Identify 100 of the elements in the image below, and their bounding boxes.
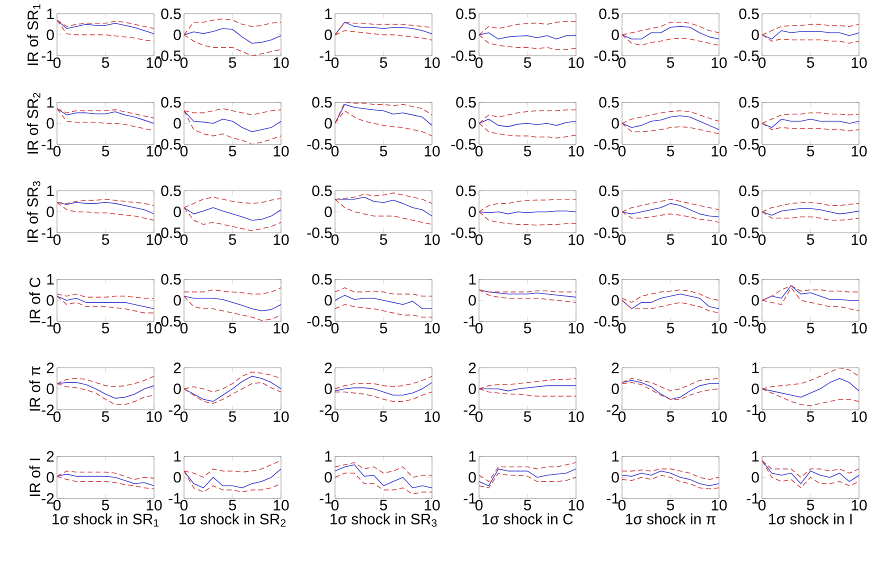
y-tick-label: 0 (324, 30, 332, 40)
x-tick-label: 5 (102, 146, 110, 156)
y-tick-label: 0.5 (739, 8, 759, 20)
y-tick-label: -2 (606, 404, 619, 416)
x-tick-label: 5 (806, 322, 814, 334)
y-tick-label: -1 (464, 493, 476, 504)
y-tick-label: -0.5 (451, 50, 476, 62)
y-axis-title: IR of SR$_{1}$ (27, 4, 40, 66)
y-tick-label: 2 (324, 362, 332, 374)
x-tick-label: 10 (852, 322, 867, 334)
y-tick-label: 0 (612, 30, 619, 40)
y-tick-label: 0.5 (599, 186, 619, 196)
line-series (479, 32, 576, 40)
x-tick-label: 5 (524, 146, 532, 156)
y-tick-label: 0 (324, 206, 332, 218)
y-tick-label: 1 (469, 451, 476, 462)
y-tick-label: 0 (174, 118, 181, 129)
y-tick-label: 1 (174, 451, 181, 462)
y-tick-label: 0.5 (739, 97, 759, 108)
x-tick-label: 5 (666, 322, 674, 334)
y-tick-label: 0 (46, 295, 54, 306)
y-tick-label: 0.5 (599, 8, 619, 20)
y-tick-label: 0 (174, 206, 181, 218)
x-axis-title: 1σ shock in SR$_{2}$ (180, 513, 286, 527)
y-tick-label: 1 (469, 274, 476, 285)
x-tick-label: 10 (852, 500, 867, 511)
y-tick-label: 0.5 (312, 97, 332, 108)
line-series (479, 118, 576, 128)
x-tick-label: 10 (424, 500, 440, 511)
y-tick-label: 0 (174, 295, 181, 306)
x-tick-label: 10 (712, 500, 727, 511)
x-tick-label: 10 (424, 234, 440, 246)
y-tick-label: -0.5 (734, 316, 759, 327)
y-tick-label: 0.5 (312, 186, 332, 196)
x-tick-label: 5 (102, 322, 110, 334)
y-tick-label: 1 (47, 186, 54, 196)
line-series (622, 474, 720, 490)
y-tick-label: -1 (320, 50, 332, 62)
y-axis-title: IR of I (29, 458, 40, 496)
x-tick-label: 10 (424, 57, 440, 68)
y-tick-label: -2 (320, 404, 332, 416)
x-tick-label: 10 (712, 57, 727, 68)
y-tick-label: 0 (46, 472, 54, 483)
line-series (622, 470, 720, 486)
y-tick-label: -0.5 (307, 228, 332, 238)
y-tick-label: 2 (468, 362, 476, 374)
y-tick-label: 1 (752, 451, 759, 462)
x-tick-label: 5 (380, 234, 388, 245)
y-tick-label: -1 (168, 493, 181, 504)
x-tick-label: 5 (228, 57, 236, 68)
x-tick-label: 5 (228, 146, 236, 156)
y-tick-label: -1 (464, 316, 476, 327)
x-axis-title: 1σ shock in SR$_{1}$ (52, 513, 159, 527)
x-tick-label: 10 (852, 146, 867, 157)
x-tick-label: 5 (380, 146, 388, 156)
y-axis-title: IR of SR$_{2}$ (27, 92, 40, 154)
x-tick-label: 10 (568, 500, 584, 511)
x-tick-label: 10 (146, 500, 162, 511)
y-tick-label: -1 (746, 493, 759, 504)
y-tick-label: 1 (752, 362, 759, 374)
x-tick-label: 10 (424, 146, 440, 157)
line-series (335, 294, 432, 310)
x-tick-label: 5 (524, 57, 532, 68)
y-tick-label: -0.5 (594, 316, 619, 327)
y-tick-label: 0.5 (312, 274, 332, 285)
y-tick-label: -2 (168, 404, 181, 416)
x-tick-label: 10 (852, 57, 867, 68)
y-tick-label: -0.5 (734, 228, 759, 238)
x-tick-label: 5 (666, 57, 674, 68)
x-tick-label: 10 (146, 411, 162, 422)
x-tick-label: 5 (666, 234, 674, 245)
x-tick-label: 10 (852, 234, 867, 246)
line-series (335, 382, 432, 396)
line-series (335, 462, 432, 478)
y-tick-label: 0.5 (161, 8, 181, 20)
y-tick-label: 0 (324, 118, 332, 129)
x-tick-label: 5 (380, 322, 388, 334)
y-tick-label: 0 (174, 472, 181, 483)
x-tick-label: 5 (524, 322, 532, 334)
x-tick-label: 5 (102, 500, 110, 510)
x-tick-label: 5 (524, 234, 532, 245)
line-series (57, 202, 154, 214)
y-tick-label: 0 (468, 206, 476, 218)
y-tick-label: 0 (612, 295, 619, 306)
x-tick-label: 10 (274, 146, 289, 157)
y-tick-label: 0 (174, 384, 181, 394)
y-tick-label: 2 (174, 362, 181, 374)
x-axis-title: 1σ shock in I (769, 513, 852, 524)
line-series (622, 468, 720, 480)
y-tick-label: 1 (47, 97, 54, 108)
y-tick-label: 0 (174, 30, 181, 40)
y-tick-label: 0 (468, 295, 476, 306)
x-tick-label: 5 (666, 411, 674, 422)
x-tick-label: 5 (524, 500, 532, 510)
x-tick-label: 10 (712, 322, 727, 334)
x-tick-label: 10 (568, 146, 584, 157)
y-axis-title: IR of SR$_{3}$ (26, 181, 40, 242)
line-series (184, 468, 282, 488)
y-tick-label: 2 (46, 451, 54, 462)
y-tick-label: 0 (468, 384, 476, 394)
